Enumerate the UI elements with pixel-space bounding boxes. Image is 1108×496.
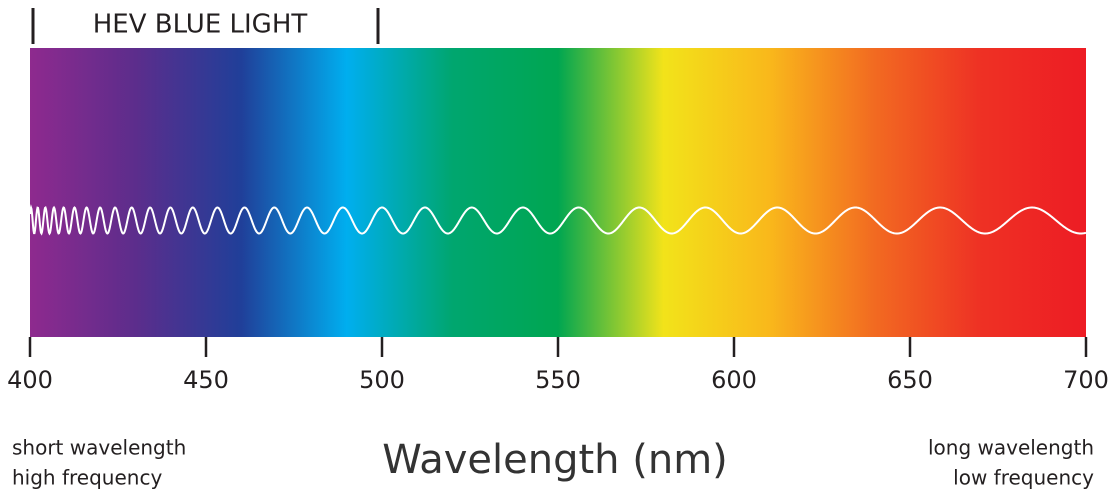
left-note: high frequency: [12, 466, 162, 490]
x-tick-label: 500: [359, 366, 405, 394]
right-note: long wavelength: [928, 436, 1094, 460]
left-note: short wavelength: [12, 436, 186, 460]
x-tick-label: 450: [183, 366, 229, 394]
x-tick-label: 550: [535, 366, 581, 394]
right-note: low frequency: [953, 466, 1094, 490]
x-tick-label: 700: [1063, 366, 1108, 394]
spectrum-band: [30, 48, 1086, 337]
x-axis-label: Wavelength (nm): [382, 437, 728, 483]
x-tick-label: 400: [7, 366, 53, 394]
wave: [29, 204, 1087, 236]
x-tick-label: 650: [887, 366, 933, 394]
highlight-label: HEV BLUE LIGHT: [93, 10, 308, 40]
x-tick-label: 600: [711, 366, 757, 394]
